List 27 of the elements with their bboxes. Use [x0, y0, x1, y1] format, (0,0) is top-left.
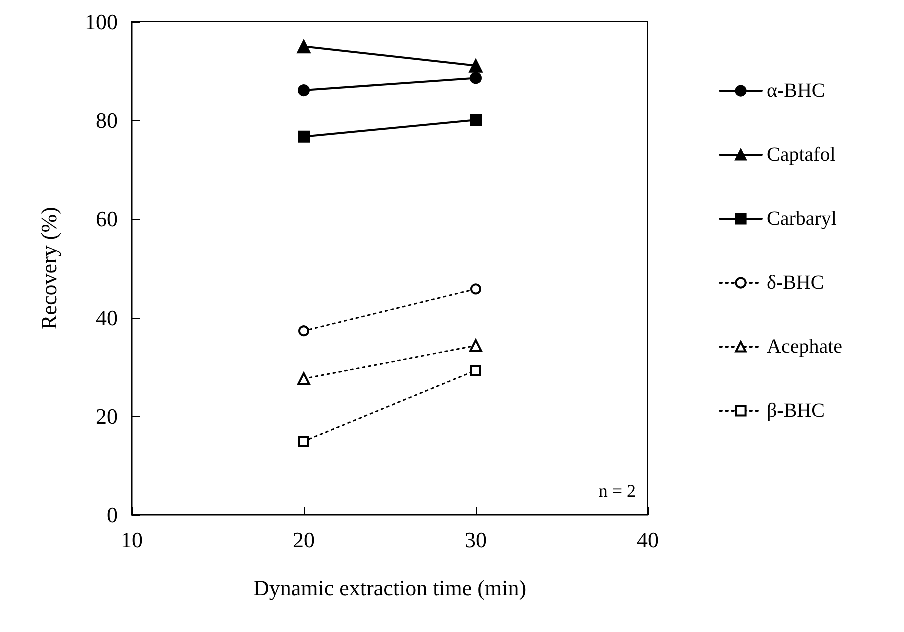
x-tick-label: 30 — [465, 528, 487, 552]
point — [470, 114, 482, 126]
legend-label: α-BHC — [767, 80, 826, 102]
y-tick-label: 100 — [85, 10, 118, 34]
legend-label: β-BHC — [767, 400, 825, 422]
x-axis-title: Dynamic extraction time (min) — [253, 576, 527, 600]
y-tick-label: 0 — [107, 502, 118, 528]
y-tick-label: 20 — [96, 404, 118, 429]
annotation: n = 2 — [598, 481, 636, 501]
y-tick-label: 80 — [96, 108, 118, 134]
point — [298, 84, 310, 97]
x-tick-label: 10 — [121, 528, 143, 552]
point — [470, 365, 482, 376]
legend-label: Carbaryl — [767, 208, 838, 230]
legend-label: Acephate — [767, 336, 843, 358]
y-axis-title: Recovery (%) — [36, 207, 62, 330]
point — [298, 326, 310, 337]
y-tick-label: 40 — [96, 305, 118, 330]
legend-label: δ-BHC — [767, 272, 824, 294]
point — [470, 72, 482, 84]
point — [470, 284, 482, 295]
point — [298, 436, 310, 448]
x-tick-label: 40 — [637, 528, 659, 552]
legend-label: Captafol — [767, 144, 836, 166]
x-tick-label: 20 — [293, 528, 315, 552]
point — [298, 130, 310, 143]
y-tick-label: 60 — [96, 206, 118, 232]
